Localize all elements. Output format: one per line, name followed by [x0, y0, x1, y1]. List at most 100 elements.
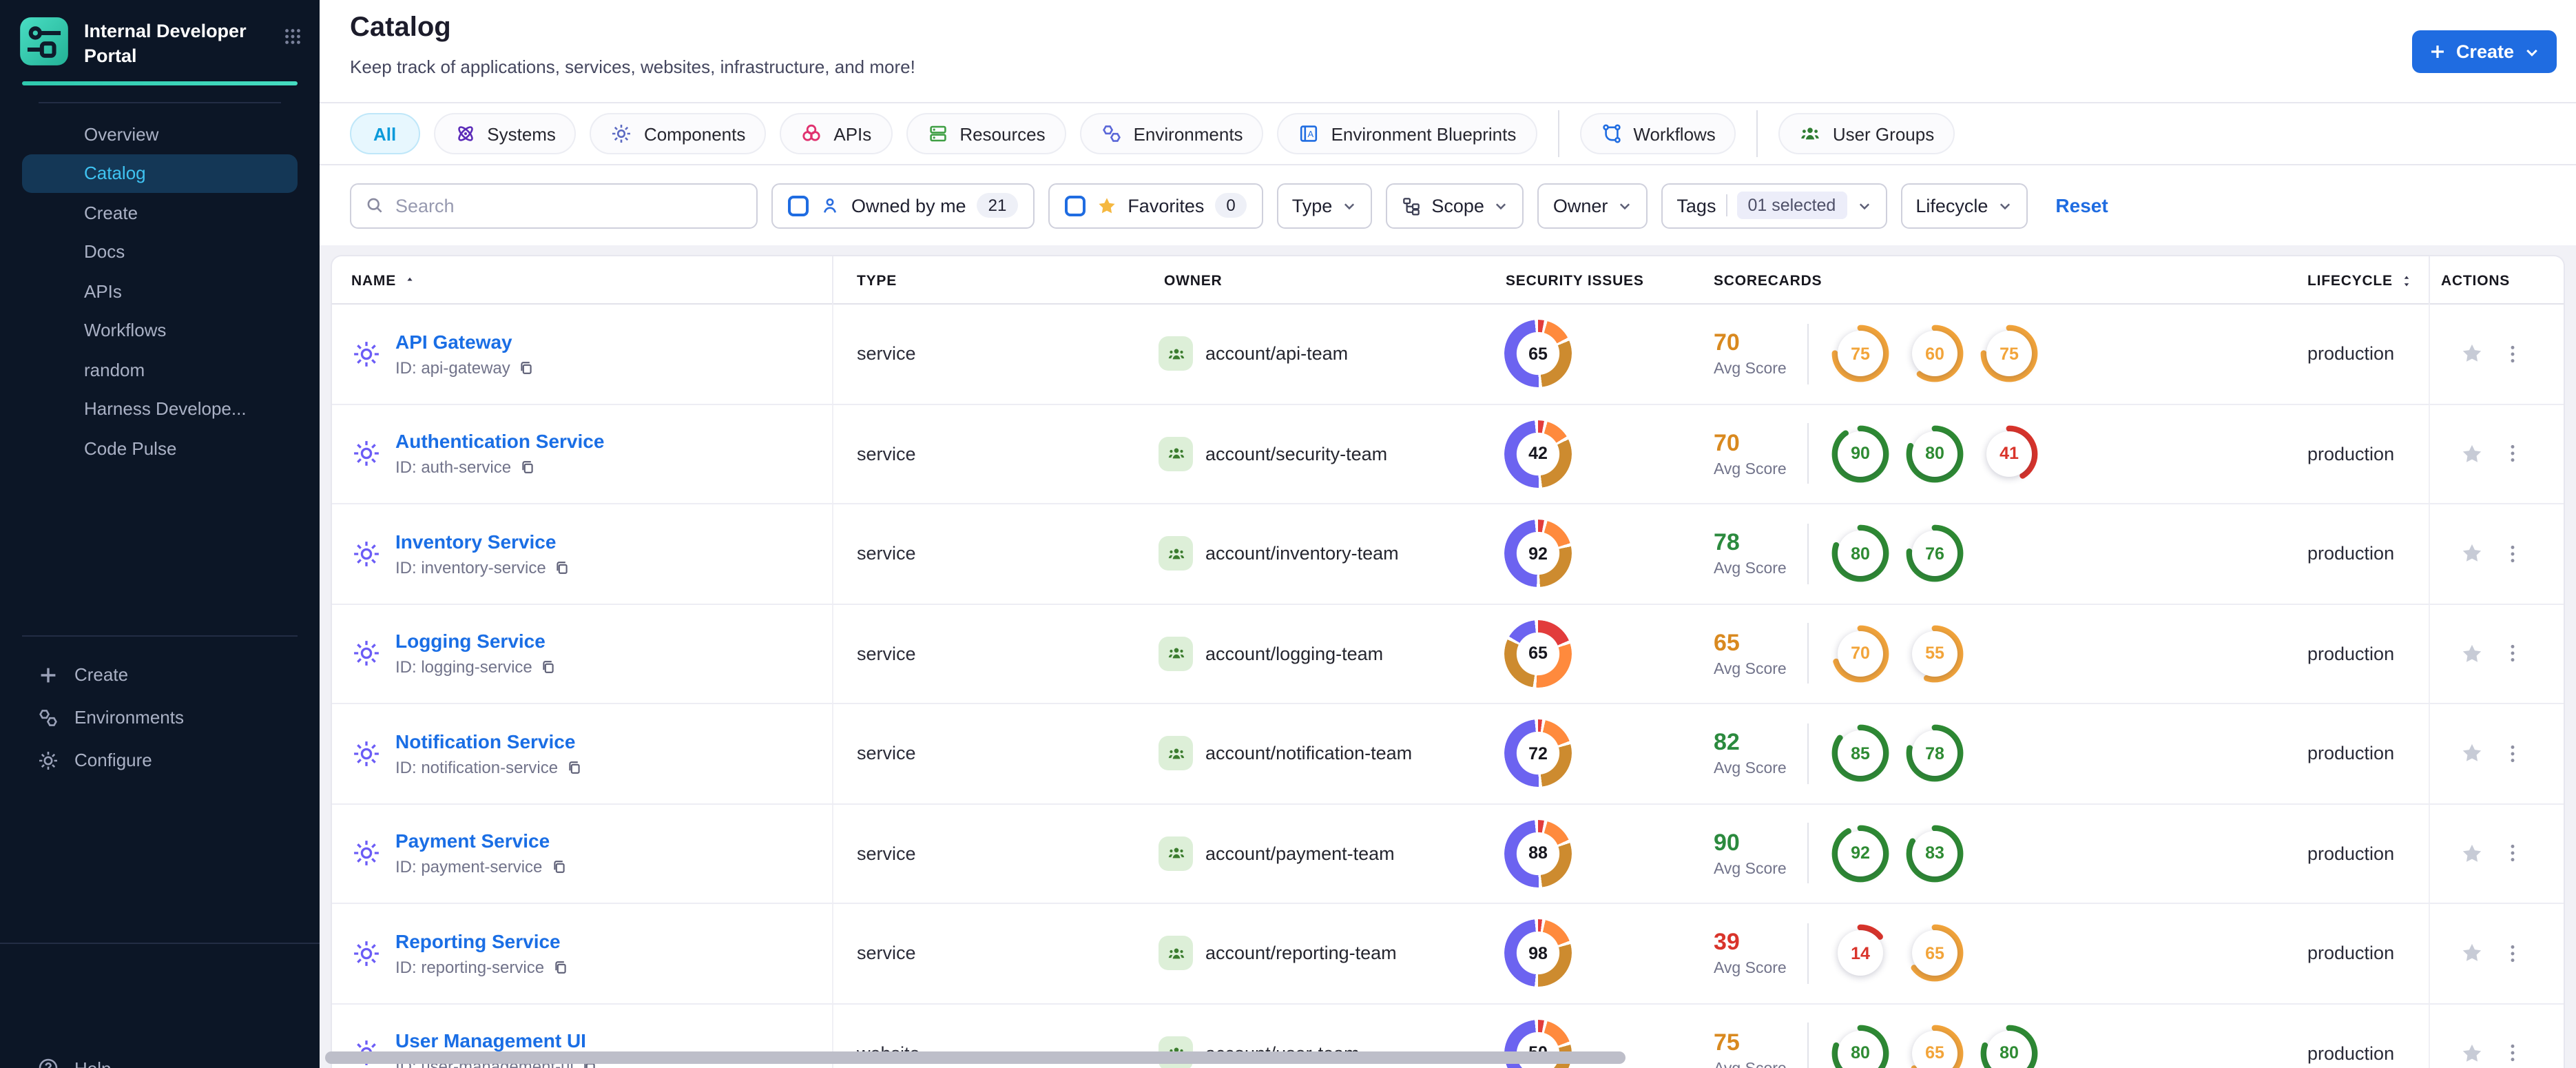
favorite-star-icon[interactable]	[2460, 942, 2484, 965]
row-menu-kebab-icon[interactable]	[2503, 443, 2522, 465]
sidebar-item-workflows[interactable]: Workflows	[22, 311, 298, 349]
owner-name[interactable]: account/api-team	[1205, 343, 1349, 364]
reset-filters-link[interactable]: Reset	[2055, 194, 2108, 216]
avg-score-value: 78	[1714, 529, 1740, 556]
favorite-star-icon[interactable]	[2460, 442, 2484, 466]
row-menu-kebab-icon[interactable]	[2503, 343, 2522, 365]
tab-environment-blueprints[interactable]: A Environment Blueprints	[1277, 113, 1537, 154]
row-menu-kebab-icon[interactable]	[2503, 643, 2522, 665]
lifecycle-value: production	[2307, 1043, 2395, 1064]
sidebar-item-create[interactable]: Create	[0, 653, 320, 696]
sidebar-item-catalog[interactable]: Catalog	[22, 154, 298, 193]
tab-systems[interactable]: Systems	[433, 113, 577, 154]
filter-dropdown-owner[interactable]: Owner	[1537, 183, 1648, 228]
column-header-scorecards[interactable]: SCORECARDS	[1714, 272, 1822, 289]
owner-name[interactable]: account/payment-team	[1205, 843, 1395, 864]
tab-all[interactable]: All	[350, 113, 420, 154]
sidebar-item-help[interactable]: Help	[0, 1057, 320, 1068]
owner-name[interactable]: account/logging-team	[1205, 643, 1384, 664]
row-menu-kebab-icon[interactable]	[2503, 1043, 2522, 1065]
favorite-star-icon[interactable]	[2460, 742, 2484, 766]
tab-resources[interactable]: Resources	[906, 113, 1066, 154]
copy-icon[interactable]	[519, 460, 536, 476]
tab-label: Workflows	[1633, 123, 1716, 144]
tab-user-groups[interactable]: User Groups	[1778, 113, 1955, 154]
filter-dropdown-tags[interactable]: Tags 01 selected	[1661, 183, 1887, 228]
row-menu-kebab-icon[interactable]	[2503, 943, 2522, 965]
favorite-star-icon[interactable]	[2460, 842, 2484, 865]
entity-name-link[interactable]: Reporting Service	[395, 930, 561, 952]
column-header-type[interactable]: TYPE	[857, 272, 897, 289]
entity-name-link[interactable]: Logging Service	[395, 630, 546, 653]
row-menu-kebab-icon[interactable]	[2503, 743, 2522, 765]
owner-name[interactable]: account/inventory-team	[1205, 543, 1399, 564]
entity-name-link[interactable]: Inventory Service	[395, 530, 557, 553]
filter-dropdown-lifecycle[interactable]: Lifecycle	[1900, 183, 2028, 228]
sidebar-divider	[39, 102, 281, 104]
sidebar-item-configure[interactable]: Configure	[0, 739, 320, 781]
star-icon	[1096, 195, 1116, 216]
column-header-owner[interactable]: OWNER	[1164, 272, 1223, 289]
row-menu-kebab-icon[interactable]	[2503, 843, 2522, 865]
scorecard-gauge: 80	[1980, 1024, 2039, 1068]
sidebar-item-environments[interactable]: Environments	[0, 696, 320, 739]
copy-icon[interactable]	[519, 360, 535, 376]
horizontal-scrollbar[interactable]	[325, 1051, 1625, 1064]
copy-icon[interactable]	[554, 559, 571, 576]
entity-name-link[interactable]: User Management UI	[395, 1029, 586, 1052]
column-header-security-issues[interactable]: SECURITY ISSUES	[1506, 272, 1644, 289]
systems-icon	[454, 123, 476, 145]
column-header-lifecycle[interactable]: LIFECYCLE	[2295, 256, 2429, 305]
search-input[interactable]	[395, 195, 742, 216]
favorite-star-icon[interactable]	[2460, 642, 2484, 666]
owned-by-me-checkbox[interactable]	[788, 195, 809, 216]
tab-label: Systems	[487, 123, 556, 144]
favorite-star-icon[interactable]	[2460, 342, 2484, 366]
owned-count-badge: 21	[977, 193, 1018, 218]
sort-asc-icon	[403, 274, 415, 287]
favorite-star-icon[interactable]	[2460, 1042, 2484, 1065]
sidebar-item-code-pulse[interactable]: Code Pulse	[22, 429, 298, 467]
avg-score-label: Avg Score	[1714, 1061, 1799, 1068]
owned-by-me-filter[interactable]: Owned by me 21	[771, 183, 1035, 228]
tab-components[interactable]: Components	[590, 113, 767, 154]
sidebar-item-create[interactable]: Create	[22, 193, 298, 232]
favorite-star-icon[interactable]	[2460, 542, 2484, 566]
component-gear-icon	[354, 641, 379, 666]
tab-workflows[interactable]: Workflows	[1579, 113, 1736, 154]
filter-dropdown-type[interactable]: Type	[1276, 183, 1373, 228]
sidebar-item-random[interactable]: random	[22, 350, 298, 389]
column-header-name[interactable]: NAME	[332, 256, 833, 305]
create-button[interactable]: Create	[2411, 30, 2557, 73]
avg-score-value: 82	[1714, 729, 1740, 756]
copy-icon[interactable]	[552, 959, 569, 976]
tab-apis[interactable]: APIs	[780, 113, 893, 154]
row-menu-kebab-icon[interactable]	[2503, 543, 2522, 565]
avg-score-label: Avg Score	[1714, 461, 1787, 478]
entity-id: ID: notification-service	[395, 757, 559, 777]
app-grid-icon[interactable]	[282, 15, 303, 54]
table-row-payment-service: Payment Service ID: payment-service serv…	[332, 804, 2564, 904]
entity-name-link[interactable]: Authentication Service	[395, 430, 605, 453]
filter-dropdown-scope[interactable]: Scope	[1386, 183, 1524, 228]
copy-icon[interactable]	[541, 659, 557, 676]
tab-label: Components	[643, 123, 746, 144]
lifecycle-value: production	[2307, 843, 2395, 864]
sidebar-item-docs[interactable]: Docs	[22, 232, 298, 271]
owner-name[interactable]: account/reporting-team	[1205, 943, 1397, 964]
entity-name-link[interactable]: API Gateway	[395, 330, 512, 353]
scorecard-gauge: 60	[1905, 325, 1964, 384]
owner-name[interactable]: account/security-team	[1205, 443, 1388, 464]
favorites-filter[interactable]: Favorites 0	[1048, 183, 1263, 228]
copy-icon[interactable]	[566, 759, 583, 776]
sidebar-item-apis[interactable]: APIs	[22, 271, 298, 310]
sidebar-item-harness-develope[interactable]: Harness Develope...	[22, 389, 298, 428]
tab-environments[interactable]: Environments	[1079, 113, 1264, 154]
entity-name-link[interactable]: Notification Service	[395, 730, 576, 752]
sidebar: Internal Developer Portal Overview Catalo…	[0, 0, 320, 1068]
copy-icon[interactable]	[550, 859, 567, 876]
favorites-checkbox[interactable]	[1064, 195, 1086, 216]
owner-name[interactable]: account/notification-team	[1205, 743, 1413, 764]
sidebar-item-overview[interactable]: Overview	[22, 114, 298, 153]
entity-name-link[interactable]: Payment Service	[395, 830, 550, 852]
